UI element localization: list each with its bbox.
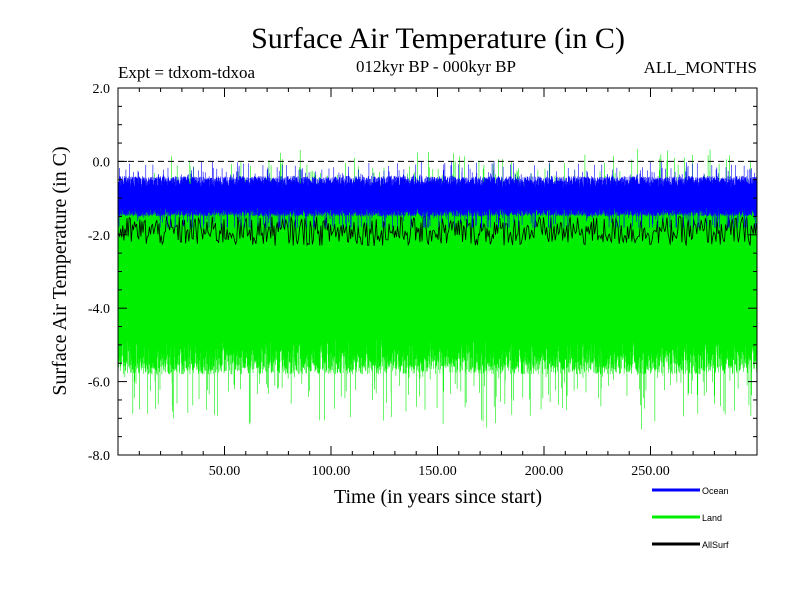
x-tick-label: 150.00: [418, 464, 457, 479]
x-tick-label: 250.00: [631, 464, 670, 479]
months-label: ALL_MONTHS: [644, 58, 757, 77]
y-axis-title: Surface Air Temperature (in C): [49, 146, 71, 395]
x-tick-label: 50.00: [209, 464, 241, 479]
y-tick-label: -6.0: [88, 376, 110, 391]
y-tick-label: -8.0: [88, 449, 110, 464]
y-tick-label: -2.0: [88, 229, 110, 244]
legend-label-land: Land: [702, 513, 722, 523]
x-tick-label: 100.00: [312, 464, 351, 479]
x-axis-title: Time (in years since start): [334, 486, 542, 508]
plot-area: 2.0 0.0 -2.0 -4.0 -6.0 -8.0 50.00 100.00 150.00 2…: [88, 82, 758, 479]
x-tick-label: 200.00: [525, 464, 564, 479]
legend-label-ocean: Ocean: [702, 486, 729, 496]
y-tick-label: 0.0: [93, 155, 111, 170]
series-allsurf: [118, 216, 757, 247]
chart-title: Surface Air Temperature (in C): [251, 22, 625, 55]
y-tick-label: -4.0: [88, 302, 110, 317]
legend-label-allsurf: AllSurf: [702, 540, 729, 550]
period-label: 012kyr BP - 000kyr BP: [356, 57, 516, 76]
y-tick-label: 2.0: [93, 82, 111, 97]
experiment-label: Expt = tdxom-tdxoa: [118, 63, 256, 82]
legend: Ocean Land AllSurf: [652, 486, 729, 550]
